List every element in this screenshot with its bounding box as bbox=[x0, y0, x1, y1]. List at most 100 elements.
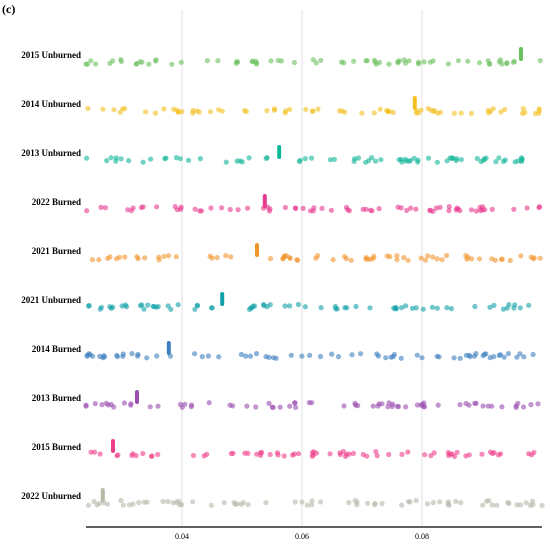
point-5-44 bbox=[487, 304, 493, 310]
point-7-59 bbox=[111, 404, 117, 410]
point-4-55 bbox=[287, 255, 293, 261]
point-6-9 bbox=[154, 353, 160, 359]
point-7-66 bbox=[528, 402, 534, 408]
point-9-64 bbox=[234, 501, 240, 507]
point-5-57 bbox=[250, 303, 256, 309]
point-1-15 bbox=[502, 106, 508, 113]
point-0-23 bbox=[275, 57, 281, 64]
point-2-32 bbox=[104, 158, 110, 164]
point-2-54 bbox=[148, 156, 154, 162]
point-4-56 bbox=[384, 253, 390, 259]
point-3-62 bbox=[524, 205, 530, 211]
point-6-40 bbox=[238, 351, 244, 358]
point-3-64 bbox=[130, 205, 136, 211]
point-7-23 bbox=[99, 402, 105, 408]
point-7-61 bbox=[513, 404, 519, 410]
point-6-33 bbox=[530, 351, 536, 358]
point-6-43 bbox=[120, 353, 126, 359]
point-9-35 bbox=[413, 497, 419, 504]
point-1-51 bbox=[207, 109, 213, 115]
point-4-4 bbox=[394, 253, 400, 259]
point-0-66 bbox=[107, 60, 113, 66]
point-1-63 bbox=[310, 108, 316, 114]
point-1-35 bbox=[100, 106, 106, 112]
point-9-65 bbox=[354, 502, 360, 508]
point-9-14 bbox=[309, 498, 315, 504]
point-3-0 bbox=[244, 205, 251, 211]
point-5-49 bbox=[86, 303, 92, 309]
point-7-33 bbox=[370, 403, 376, 409]
point-5-13 bbox=[472, 303, 478, 310]
point-6-34 bbox=[87, 352, 93, 358]
point-9-58 bbox=[489, 502, 495, 508]
point-0-56 bbox=[485, 58, 491, 64]
point-8-58 bbox=[454, 449, 460, 455]
point-3-44 bbox=[235, 207, 241, 213]
point-4-49 bbox=[507, 257, 513, 264]
point-0-51 bbox=[88, 58, 94, 64]
point-0-67 bbox=[402, 60, 409, 66]
point-6-3 bbox=[419, 355, 425, 361]
point-0-61 bbox=[93, 61, 99, 67]
point-1-69 bbox=[519, 110, 526, 116]
point-4-28 bbox=[267, 256, 274, 262]
point-7-36 bbox=[83, 402, 89, 408]
point-3-57 bbox=[427, 207, 433, 213]
point-2-8 bbox=[327, 157, 333, 163]
point-4-39 bbox=[166, 253, 172, 259]
row-label-3: 2022 Burned bbox=[32, 197, 81, 207]
point-8-5 bbox=[97, 451, 103, 457]
point-2-45 bbox=[474, 155, 480, 162]
point-2-37 bbox=[496, 155, 502, 161]
point-9-43 bbox=[299, 499, 305, 505]
point-8-38 bbox=[386, 451, 392, 458]
point-8-59 bbox=[498, 451, 504, 457]
point-9-68 bbox=[453, 498, 459, 504]
point-2-27 bbox=[234, 158, 240, 164]
row-label-0: 2015 Unburned bbox=[21, 50, 81, 60]
point-6-2 bbox=[521, 354, 527, 360]
point-1-48 bbox=[315, 106, 321, 112]
point-5-21 bbox=[434, 305, 440, 311]
point-7-50 bbox=[155, 403, 161, 409]
point-9-37 bbox=[304, 502, 310, 508]
point-6-63 bbox=[482, 351, 488, 357]
point-0-20 bbox=[415, 61, 422, 67]
point-1-55 bbox=[85, 105, 91, 112]
x-tick-label-2: 0.08 bbox=[415, 532, 429, 541]
point-9-45 bbox=[240, 499, 246, 506]
point-3-32 bbox=[293, 205, 299, 211]
point-1-53 bbox=[536, 106, 542, 112]
point-2-19 bbox=[264, 155, 270, 161]
point-4-1 bbox=[223, 253, 229, 259]
point-3-10 bbox=[98, 204, 104, 210]
point-1-0 bbox=[143, 109, 149, 115]
point-5-69 bbox=[392, 306, 398, 312]
point-1-56 bbox=[271, 106, 278, 112]
point-3-40 bbox=[227, 206, 233, 213]
point-9-34 bbox=[425, 501, 431, 507]
x-tick-label-1: 0.06 bbox=[295, 532, 309, 541]
point-1-13 bbox=[532, 110, 539, 117]
row-labels: 2015 Unburned 2014 Unburned 2013 Unburned 2… bbox=[21, 50, 81, 501]
point-6-41 bbox=[374, 351, 380, 357]
point-2-41 bbox=[502, 157, 508, 163]
point-2-56 bbox=[108, 155, 114, 161]
point-7-65 bbox=[473, 400, 479, 406]
point-8-6 bbox=[245, 450, 251, 456]
point-7-30 bbox=[206, 400, 212, 406]
point-6-24 bbox=[514, 354, 520, 360]
point-1-45 bbox=[111, 107, 117, 113]
point-1-32 bbox=[520, 106, 526, 112]
point-3-42 bbox=[343, 204, 349, 210]
point-4-36 bbox=[89, 257, 96, 263]
point-1-67 bbox=[468, 110, 474, 116]
point-8-47 bbox=[115, 452, 121, 458]
point-5-19 bbox=[491, 302, 497, 308]
point-2-7 bbox=[373, 158, 379, 164]
point-4-60 bbox=[142, 255, 148, 261]
point-4-62 bbox=[330, 257, 336, 263]
point-9-30 bbox=[96, 500, 102, 507]
point-2-52 bbox=[173, 155, 179, 161]
point-2-43 bbox=[478, 158, 484, 165]
